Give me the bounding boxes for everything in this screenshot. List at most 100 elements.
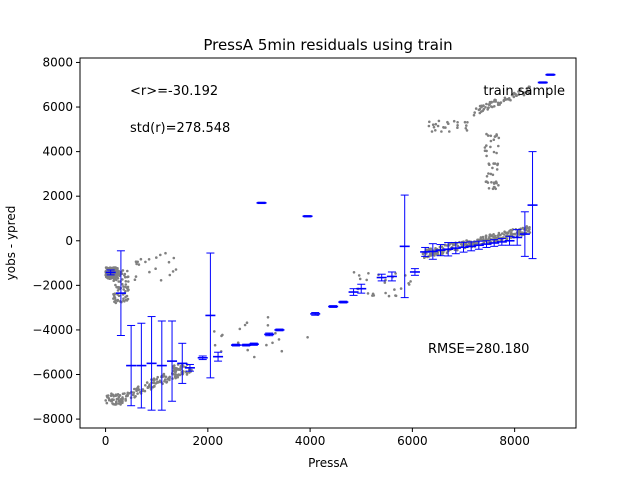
scatter-point (126, 289, 130, 292)
scatter-point (490, 105, 493, 108)
scatter-point (126, 391, 130, 395)
scatter-point (485, 102, 488, 106)
profile-point (504, 235, 515, 246)
profile-point (481, 240, 492, 248)
scatter-point (153, 385, 156, 388)
profile-point (146, 316, 157, 411)
scatter-point (525, 87, 529, 90)
scatter-point (528, 226, 531, 229)
scatter-point (490, 181, 493, 184)
scatter-point (491, 166, 494, 170)
profile-point (496, 238, 507, 246)
scatter-point (173, 364, 176, 367)
scatter-point (121, 278, 124, 281)
y-tick-label: −4000 (32, 323, 73, 337)
scatter-point (441, 251, 444, 254)
profile-point (450, 242, 461, 255)
scatter-point (358, 277, 362, 281)
scatter-point (485, 175, 489, 178)
scatter-point (383, 281, 387, 284)
scatter-point (133, 387, 136, 391)
scatter-point (486, 134, 490, 137)
scatter-point (431, 123, 435, 126)
scatter-point (427, 124, 431, 128)
y-tick-label: 4000 (42, 145, 73, 159)
y-axis-label: yobs - ypred (4, 206, 18, 281)
scatter-point (493, 162, 497, 165)
scatter-point (517, 93, 520, 96)
scatter-point (132, 393, 135, 397)
scatter-point (496, 101, 500, 105)
profile-errorbars (105, 73, 556, 411)
scatter-point (499, 101, 502, 105)
scatter-point (490, 234, 494, 237)
scatter-point (505, 237, 509, 241)
scatter-point (510, 229, 514, 232)
scatter-point (507, 97, 511, 100)
scatter-point (487, 172, 490, 175)
scatter-point (488, 163, 491, 166)
scatter-point (522, 93, 526, 97)
y-tick-label: −2000 (32, 278, 73, 292)
scatter-point (133, 396, 136, 399)
scatter-point (496, 103, 500, 107)
scatter-point (164, 375, 168, 379)
x-axis-label: PressA (308, 456, 349, 470)
scatter-point (509, 236, 513, 239)
y-tick-label: 2000 (42, 189, 73, 203)
scatter-point (137, 263, 141, 266)
profile-point (197, 355, 208, 361)
scatter-point (497, 233, 501, 236)
scatter-point (245, 321, 249, 325)
scatter-point (148, 383, 151, 386)
scatter-point (127, 280, 130, 283)
scatter-point (464, 127, 468, 130)
scatter-point (111, 402, 114, 405)
scatter-point (136, 386, 140, 389)
scatter-point (213, 343, 217, 347)
scatter-point (164, 251, 167, 255)
profile-point (167, 320, 178, 402)
scatter-point (428, 252, 432, 256)
scatter-point (484, 180, 488, 183)
scatter-point (490, 101, 493, 104)
scatter-point (144, 260, 147, 264)
profile-point (473, 240, 484, 250)
scatter-point (366, 292, 370, 295)
scatter-point (517, 90, 520, 93)
scatter-point (521, 226, 525, 230)
scatter-point (171, 270, 175, 273)
profile-point (156, 320, 167, 411)
scatter-point (393, 288, 396, 291)
scatter-point (502, 99, 506, 103)
scatter-point (474, 107, 478, 110)
profile-point (386, 271, 397, 282)
scatter-point (136, 392, 139, 395)
scatter-point (492, 138, 496, 141)
scatter-point (155, 378, 158, 381)
profile-point (230, 343, 241, 347)
scatter-point (497, 144, 500, 148)
scatter-point (163, 378, 167, 381)
scatter-point (111, 393, 115, 397)
scatter-point (168, 375, 171, 379)
scatter-point (126, 275, 129, 279)
scatter-point (492, 182, 496, 185)
scatter-point (114, 283, 117, 287)
scatter-point (509, 233, 513, 236)
scatter-point (115, 278, 118, 282)
profile-point (126, 324, 137, 407)
scatter-point (115, 393, 119, 397)
scatter-point (478, 238, 482, 242)
scatter-point (440, 130, 443, 133)
scatter-point (132, 391, 136, 394)
scatter-point (104, 275, 108, 279)
profile-point (458, 241, 469, 253)
scatter-point (527, 92, 531, 95)
scatter-point (421, 252, 425, 256)
scatter-point (112, 398, 115, 402)
profile-point (248, 342, 259, 346)
profile-point (310, 312, 321, 316)
scatter-point (497, 136, 501, 140)
y-tick-label: −8000 (32, 412, 73, 426)
